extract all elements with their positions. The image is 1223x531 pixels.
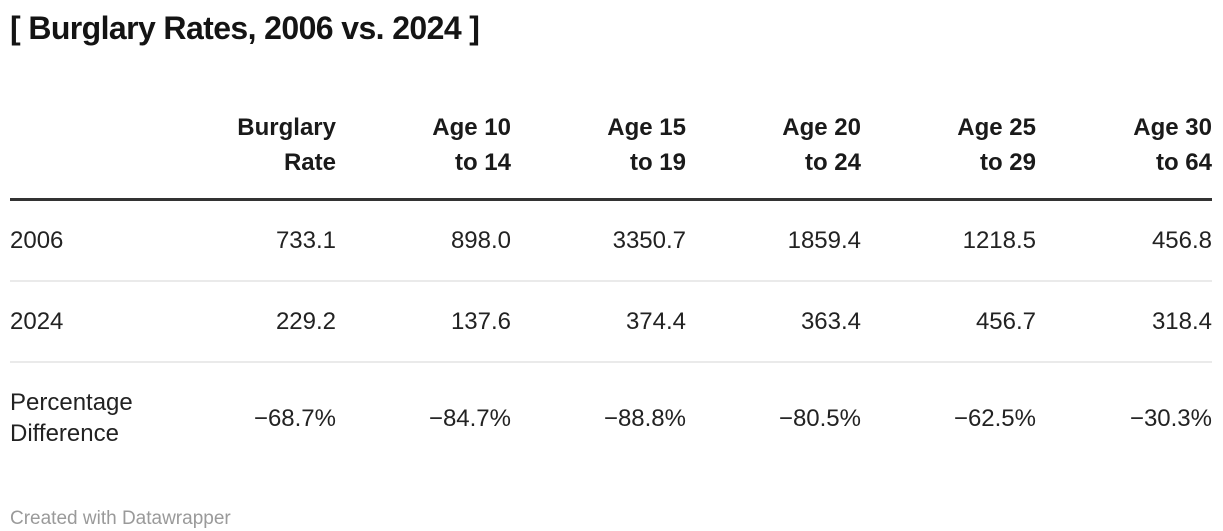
header-line: Age 15 — [607, 114, 686, 141]
table-cell: −88.8% — [603, 404, 686, 432]
header-line: to 24 — [804, 149, 861, 176]
header-line: Burglary — [237, 114, 336, 141]
column-header-age-10-14: Age 10 to 14 — [336, 48, 511, 201]
table-cell: 363.4 — [686, 281, 861, 363]
header-empty-cell — [10, 48, 160, 201]
table-row-2006: 2006 733.1 898.0 3350.7 1859.4 1218.5 45… — [10, 199, 1212, 282]
table-cell: 137.6 — [336, 281, 511, 363]
header-line: to 29 — [979, 149, 1036, 176]
table-cell: 374.4 — [511, 281, 686, 363]
table-cell: 1859.4 — [686, 199, 861, 282]
burglary-rates-table: Burglary Rate Age 10 to 14 Age 15 to 19 Age… — [10, 48, 1212, 473]
table-row-2024: 2024 229.2 137.6 374.4 363.4 456.7 318.4 — [10, 281, 1212, 363]
row-label: 2024 — [10, 281, 160, 363]
column-header-age-20-24: Age 20 to 24 — [686, 48, 861, 201]
column-header-age-30-64: Age 30 to 64 — [1036, 48, 1212, 201]
header-line: Age 20 — [782, 114, 861, 141]
table-cell: 318.4 — [1036, 281, 1212, 363]
table-cell: −30.3% — [1129, 404, 1212, 432]
header-line: Age 25 — [957, 114, 1036, 141]
table-cell: 733.1 — [160, 199, 336, 282]
header-row: Burglary Rate Age 10 to 14 Age 15 to 19 Age… — [10, 48, 1212, 201]
row-label: Percentage Difference — [10, 389, 133, 447]
table-cell: −84.7% — [428, 404, 511, 432]
attribution: Created with Datawrapper — [10, 507, 1212, 531]
header-line: to 19 — [629, 149, 686, 176]
table-cell: −80.5% — [778, 404, 861, 432]
attribution-link[interactable]: Created with Datawrapper — [10, 508, 231, 529]
column-header-burglary-rate: Burglary Rate — [160, 48, 336, 201]
table-cell: −62.5% — [953, 404, 1036, 432]
table-cell: 456.7 — [861, 281, 1036, 363]
table-cell: 3350.7 — [511, 199, 686, 282]
table-cell: 1218.5 — [861, 199, 1036, 282]
row-label: 2006 — [10, 199, 160, 282]
chart-title: [ Burglary Rates, 2006 vs. 2024 ] — [10, 10, 480, 46]
header-line: Age 10 — [432, 114, 511, 141]
table-cell: 456.8 — [1036, 199, 1212, 282]
header-line: Rate — [283, 149, 336, 176]
column-header-age-25-29: Age 25 to 29 — [861, 48, 1036, 201]
header-line: to 14 — [454, 149, 511, 176]
table-cell: 898.0 — [336, 199, 511, 282]
table-cell: 229.2 — [160, 281, 336, 363]
header-line: to 64 — [1155, 149, 1212, 176]
column-header-age-15-19: Age 15 to 19 — [511, 48, 686, 201]
header-line: Age 30 — [1133, 114, 1212, 141]
table-row-percentage-difference: Percentage Difference −68.7% −84.7% −88.… — [10, 362, 1212, 473]
table-cell: −68.7% — [253, 404, 336, 432]
